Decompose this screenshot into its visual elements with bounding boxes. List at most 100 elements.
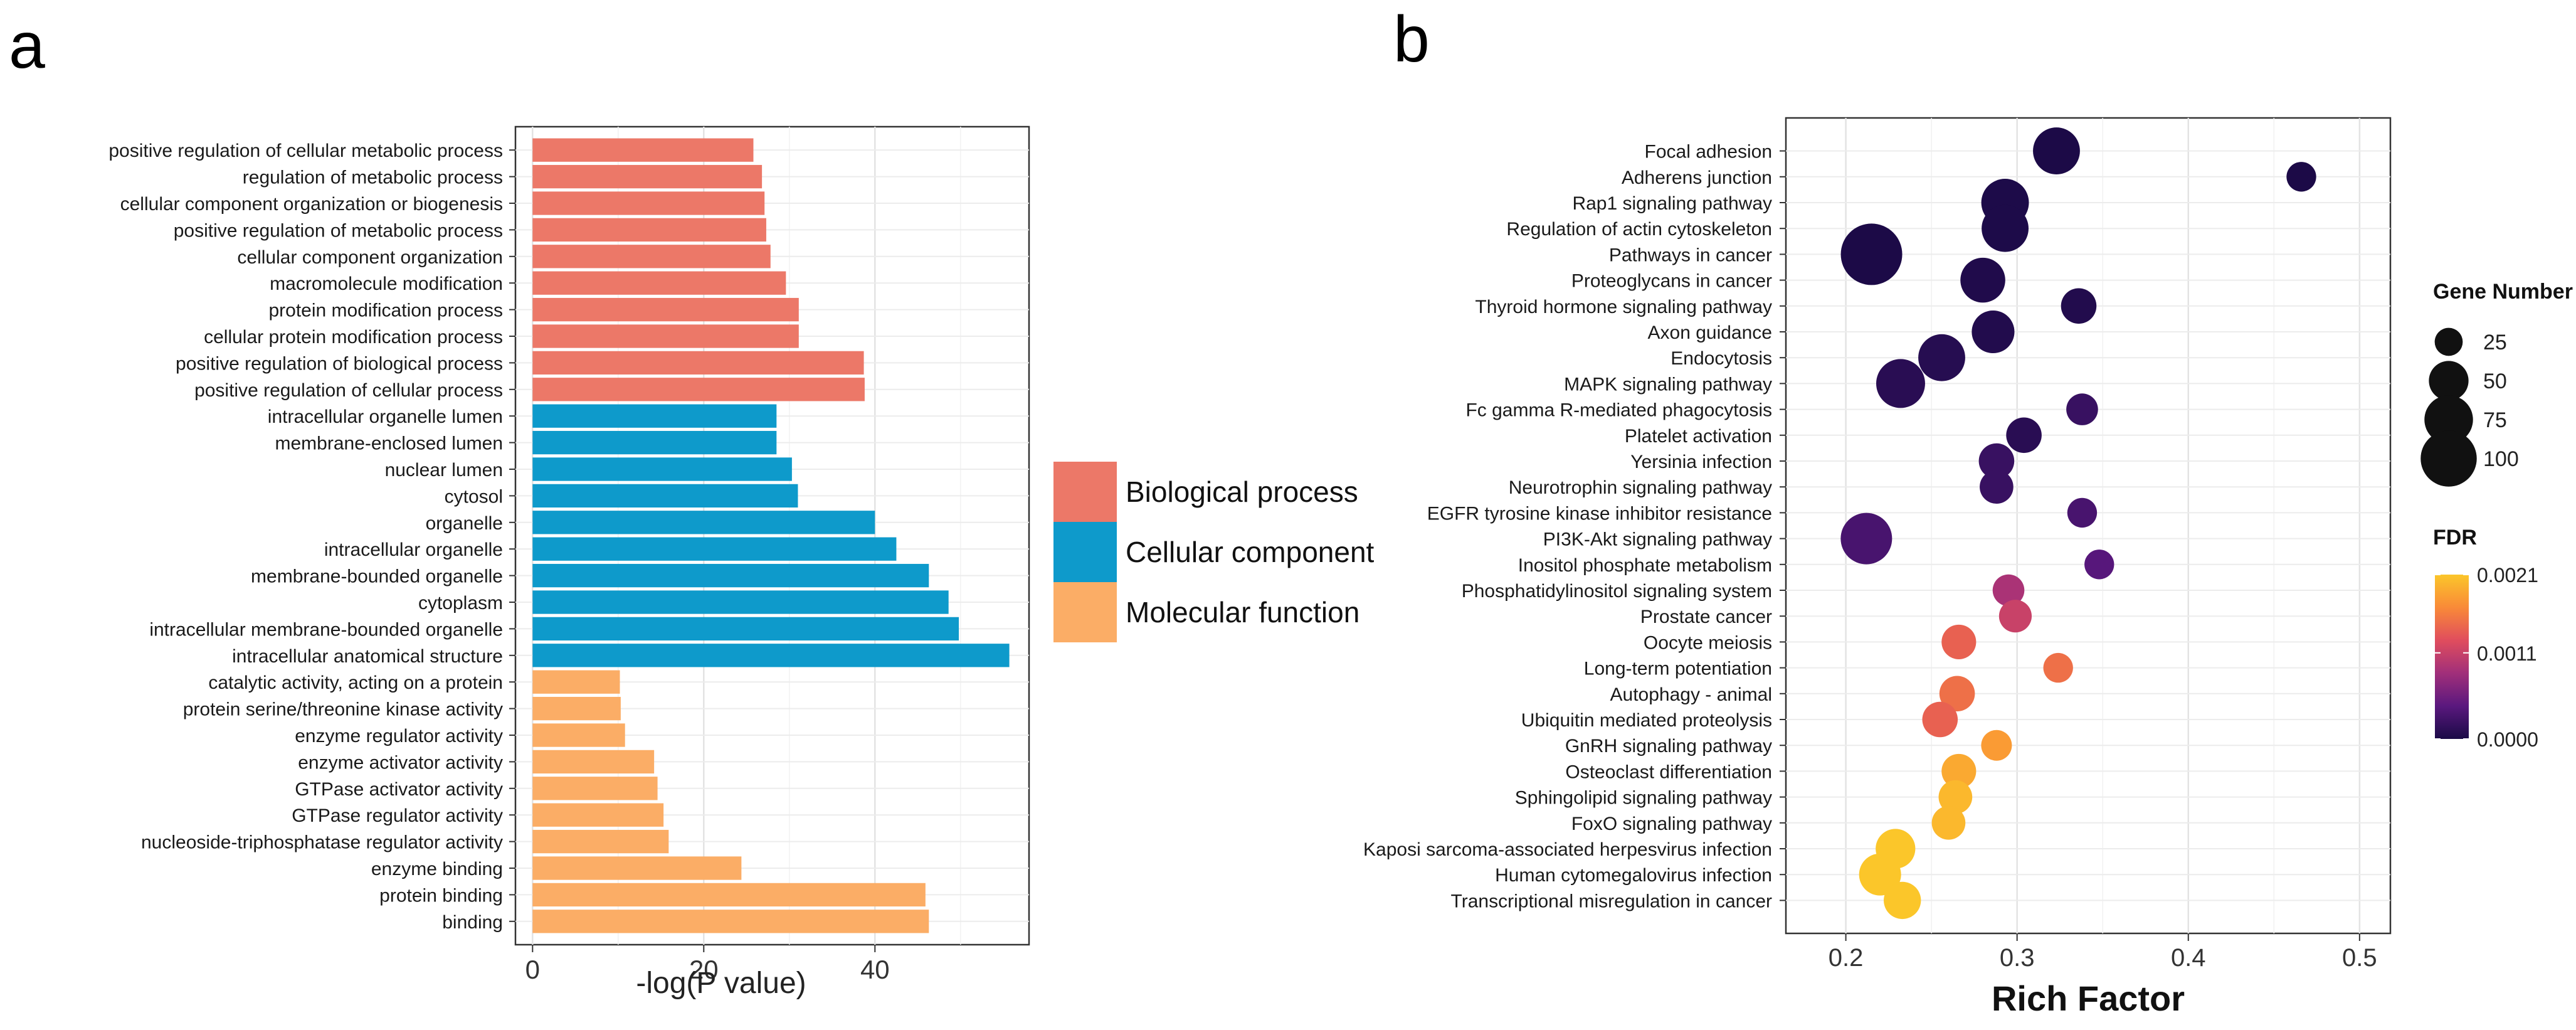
pathway-label: FoxO signaling pathway — [1571, 814, 1772, 834]
plot-a-legend: Biological process Cellular component Mo… — [1053, 462, 1375, 642]
point-fc-gamma-r-mediated-phagocytosis — [2066, 393, 2098, 425]
category-label: catalytic activity, acting on a protein — [208, 672, 503, 693]
category-label: intracellular organelle — [324, 539, 503, 560]
bar-membrane-bounded-organelle — [532, 563, 929, 588]
point-human-cytomegalovirus-infection — [1859, 853, 1901, 896]
category-label: positive regulation of cellular metaboli… — [108, 141, 503, 161]
point-autophagy-animal — [1939, 676, 1975, 712]
pathway-label: Long-term potentiation — [1584, 659, 1772, 679]
category-label: binding — [442, 912, 503, 933]
bar-positive-regulation-of-biological-process — [532, 351, 864, 375]
bar-gtpase-regulator-activity — [532, 803, 664, 827]
bar-positive-regulation-of-metabolic-process — [532, 218, 766, 242]
size-legend-dot — [2429, 361, 2469, 401]
category-label: intracellular membrane-bounded organelle — [149, 619, 503, 640]
category-label: enzyme regulator activity — [295, 726, 503, 746]
bar-protein-modification-process — [532, 297, 799, 322]
bar-chart-go-terms: positive regulation of cellular metaboli… — [108, 125, 1375, 1000]
pathway-label: Platelet activation — [1625, 426, 1772, 447]
bar-binding — [532, 910, 929, 933]
category-label: intracellular anatomical structure — [232, 646, 503, 667]
pathway-label: Axon guidance — [1648, 322, 1773, 343]
bar-nucleoside-triphosphatase-regulator-activity — [532, 829, 669, 854]
category-label: cellular protein modification process — [204, 327, 503, 348]
plot-a-x-ticks: 0 20 40 — [525, 945, 890, 984]
panel-b-label: b — [1393, 3, 1430, 76]
pathway-label: Yersinia infection — [1630, 452, 1772, 472]
category-label: cellular component organization — [237, 247, 503, 268]
legend-label-cellular-component: Cellular component — [1126, 536, 1375, 568]
point-neurotrophin-signaling-pathway — [1980, 470, 2014, 504]
color-legend-label: 0.0011 — [2477, 642, 2537, 665]
pathway-label: Pathways in cancer — [1609, 245, 1772, 265]
pathway-label: PI3K-Akt signaling pathway — [1543, 529, 1772, 550]
bar-cellular-protein-modification-process — [532, 324, 799, 348]
pathway-label: Phosphatidylinositol signaling system — [1462, 581, 1772, 602]
category-label: cellular component organization or bioge… — [120, 194, 503, 215]
bar-nuclear-lumen — [532, 457, 792, 481]
size-legend-dot — [2434, 327, 2463, 356]
legend-swatch-biological-process — [1053, 462, 1117, 522]
category-label: GTPase regulator activity — [292, 805, 503, 826]
point-regulation-of-actin-cytoskeleton — [1982, 204, 2029, 252]
point-pi3k-akt-signaling-pathway — [1840, 512, 1892, 565]
pathway-label: Proteoglycans in cancer — [1571, 271, 1772, 292]
size-legend-label: 75 — [2483, 408, 2507, 432]
point-oocyte-meiosis — [1941, 624, 1977, 659]
x-tick-label: 40 — [860, 955, 890, 984]
bar-positive-regulation-of-cellular-process — [532, 378, 865, 401]
point-endocytosis — [1918, 334, 1965, 381]
category-label: membrane-bounded organelle — [251, 566, 503, 587]
pathway-label: Regulation of actin cytoskeleton — [1506, 219, 1772, 240]
x-tick-label: 0.5 — [2342, 944, 2377, 972]
bar-enzyme-regulator-activity — [532, 723, 625, 747]
point-platelet-activation — [2006, 417, 2042, 454]
point-thyroid-hormone-signaling-pathway — [2061, 288, 2097, 324]
plot-a-bars — [532, 138, 1010, 933]
category-label: enzyme binding — [371, 859, 503, 879]
point-yersinia-infection — [1978, 443, 2015, 479]
x-tick-label: 0.4 — [2171, 944, 2206, 972]
point-phosphatidylinositol-signaling-system — [1992, 574, 2025, 607]
x-tick-label: 0 — [525, 955, 540, 984]
pathway-label: Prostate cancer — [1640, 607, 1772, 627]
point-pathways-in-cancer — [1840, 223, 1903, 285]
legend-swatch-cellular-component — [1053, 522, 1117, 582]
category-label: regulation of metabolic process — [243, 167, 503, 188]
point-inositol-phosphate-metabolism — [2084, 550, 2114, 580]
plot-b-points — [1840, 127, 2316, 920]
color-legend-gradient-bar — [2435, 575, 2469, 739]
plot-a-category-labels: positive regulation of cellular metaboli… — [108, 141, 515, 933]
plot-b-x-ticks: 0.2 0.3 0.4 0.5 — [1829, 933, 2377, 972]
size-legend-dot — [2424, 395, 2473, 444]
pathway-label: Inositol phosphate metabolism — [1518, 555, 1772, 576]
point-sphingolipid-signaling-pathway — [1938, 780, 1973, 814]
point-focal-adhesion — [2033, 127, 2080, 175]
x-tick-label: 0.2 — [1829, 944, 1864, 972]
point-long-term-potentiation — [2043, 652, 2073, 683]
bar-positive-regulation-of-cellular-metabolic-process — [532, 138, 754, 162]
size-legend-label: 50 — [2483, 369, 2507, 393]
color-legend-label: 0.0000 — [2477, 728, 2538, 751]
point-foxo-signaling-pathway — [1931, 805, 1966, 840]
bar-enzyme-binding — [532, 856, 742, 880]
pathway-label: Neurotrophin signaling pathway — [1509, 477, 1772, 498]
plot-a-x-axis-title: -log(P value) — [636, 967, 806, 1000]
pathway-label: Oocyte meiosis — [1644, 632, 1772, 653]
size-legend: Gene Number 25 50 75 100 — [2420, 280, 2573, 487]
category-label: GTPase activator activity — [295, 779, 503, 800]
bar-regulation-of-metabolic-process — [532, 164, 763, 189]
pathway-label: Adherens junction — [1622, 167, 1772, 188]
color-legend-title: FDR — [2433, 526, 2477, 550]
bar-membrane-enclosed-lumen — [532, 430, 777, 455]
category-label: nucleoside-triphosphatase regulator acti… — [141, 832, 503, 853]
category-label: protein binding — [379, 885, 503, 906]
point-osteoclast-differentiation — [1941, 753, 1977, 788]
bar-macromolecule-modification — [532, 271, 786, 295]
bar-intracellular-organelle — [532, 537, 897, 561]
bar-intracellular-membrane-bounded-organelle — [532, 617, 959, 641]
bar-cellular-component-organization — [532, 245, 771, 268]
pathway-label: Thyroid hormone signaling pathway — [1475, 297, 1772, 317]
bar-gtpase-activator-activity — [532, 777, 658, 800]
plot-b-x-axis-title: Rich Factor — [1992, 979, 2185, 1018]
